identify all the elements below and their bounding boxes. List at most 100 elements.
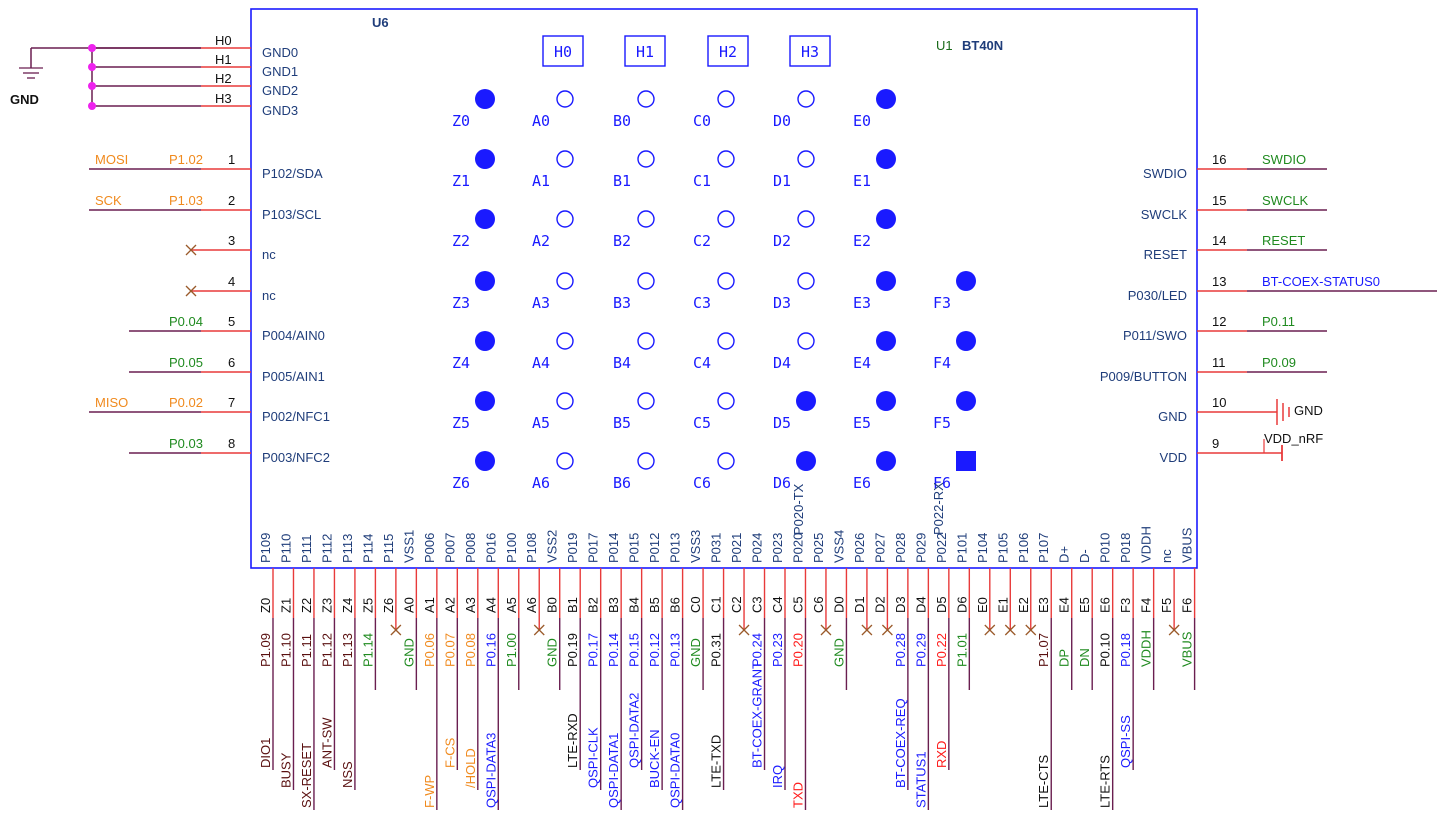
pad-label-C5: C5 — [693, 414, 711, 432]
bottom-net-label-F6: VBUS — [1180, 631, 1195, 667]
pad-E4 — [876, 331, 896, 351]
pad-label-B2: B2 — [613, 232, 631, 250]
bottom-pin-name-D0: VSS4 — [831, 530, 846, 563]
h-box-H2 — [707, 35, 749, 67]
bottom-pin-num-E1: E1 — [995, 597, 1010, 613]
right-net-label-16: SWDIO — [1262, 152, 1306, 167]
left-pin-name-8: P003/NFC2 — [262, 450, 330, 465]
pad-B1 — [637, 150, 655, 168]
right-pin-num-14: 14 — [1212, 233, 1226, 248]
bottom-net-label-E6: P0.10 — [1098, 633, 1113, 667]
junction-dot — [88, 82, 96, 90]
no-connect-mark-b — [185, 285, 197, 297]
bottom-func-label-A1: F-WP — [422, 775, 437, 808]
bottom-pin-name-D5: P022 — [934, 533, 949, 563]
pad-label-B3: B3 — [613, 294, 631, 312]
no-connect-mark — [185, 285, 197, 297]
bottom-pin-num-D4: D4 — [913, 596, 928, 613]
pad-label-A1: A1 — [532, 172, 550, 190]
bottom-pin-num-B2: B2 — [586, 597, 601, 613]
bottom-pin-num-D2: D2 — [872, 596, 887, 613]
pad-label-Z6: Z6 — [452, 474, 470, 492]
pad-E3 — [876, 271, 896, 291]
bottom-func-label-E3: LTE-CTS — [1036, 754, 1051, 808]
bottom-pin-name-A1: P006 — [422, 533, 437, 563]
bottom-pin-num-A4: A4 — [483, 597, 498, 613]
no-connect-mark-b — [984, 624, 996, 636]
bottom-pin-num-C3: C3 — [750, 596, 765, 613]
h-box-label-H3: H3 — [801, 43, 819, 61]
bottom-pin-num-B6: B6 — [668, 597, 683, 613]
pad-label-A3: A3 — [532, 294, 550, 312]
bottom-net-label-D3: P0.28 — [893, 633, 908, 667]
pad-D1 — [797, 150, 815, 168]
right-pin-num-12: 12 — [1212, 314, 1226, 329]
no-connect-mark-b — [185, 244, 197, 256]
bottom-pin-num-F6: F6 — [1180, 598, 1195, 613]
left-pin-name-5: P004/AIN0 — [262, 328, 325, 343]
bottom-pin-num-C5: C5 — [790, 596, 805, 613]
pad-label-F5: F5 — [933, 414, 951, 432]
bottom-func-label-A4: QSPI-DATA3 — [483, 733, 498, 808]
bottom-func-label-A3: /HOLD — [463, 748, 478, 788]
bottom-pin-name-B2: P017 — [586, 533, 601, 563]
gnd-pin-num-H0: H0 — [215, 33, 232, 48]
pad-C1 — [717, 150, 735, 168]
right-net-label-9: VDD_nRF — [1264, 431, 1323, 446]
pad-F6 — [956, 451, 976, 471]
bottom-pin-name-Z1: P110 — [278, 534, 293, 563]
pad-label-Z4: Z4 — [452, 354, 470, 372]
bottom-func-label-Z1: BUSY — [278, 752, 293, 788]
bottom-pin-num-A3: A3 — [463, 597, 478, 613]
bottom-pin-name-D3: P028 — [893, 533, 908, 563]
bottom-pin-name-B3: P014 — [606, 533, 621, 563]
right-net-label-11: P0.09 — [1262, 355, 1296, 370]
pad-label-Z5: Z5 — [452, 414, 470, 432]
pad-D6 — [796, 451, 816, 471]
pad-B2 — [637, 210, 655, 228]
pad-label-Z0: Z0 — [452, 112, 470, 130]
bottom-pin-num-E5: E5 — [1077, 597, 1092, 613]
pad-label-A5: A5 — [532, 414, 550, 432]
bottom-pin-name-E5: D- — [1077, 549, 1092, 563]
h-boxes-group: H0 H1 H2 H3 — [542, 35, 831, 67]
h-box-label-H2: H2 — [719, 43, 737, 61]
bottom-net-label-B6: P0.13 — [668, 633, 683, 667]
left-pin-num-8: 8 — [228, 436, 235, 451]
bottom-net-label-D4: P0.29 — [913, 633, 928, 667]
bottom-func-label-E6: LTE-RTS — [1098, 755, 1113, 808]
pad-label-D1: D1 — [773, 172, 791, 190]
left-pin-num-1: 1 — [228, 152, 235, 167]
bottom-pin-num-B5: B5 — [647, 597, 662, 613]
tx-annotation: P020-TX — [791, 483, 806, 535]
bottom-func-label-Z2: SX-RESET — [299, 743, 314, 808]
pad-label-A4: A4 — [532, 354, 550, 372]
bottom-func-label-D5: RXD — [934, 741, 949, 768]
pad-F3 — [956, 271, 976, 291]
bottom-pin-num-Z2: Z2 — [299, 598, 314, 613]
bottom-net-label-A2: P0.07 — [442, 633, 457, 667]
pad-label-F6: F6 — [933, 474, 951, 492]
bottom-pin-name-C3: P024 — [750, 533, 765, 563]
bottom-pin-name-D1: P026 — [852, 533, 867, 563]
bottom-pin-num-B0: B0 — [545, 597, 560, 613]
pad-label-C3: C3 — [693, 294, 711, 312]
bottom-pin-name-Z2: P111 — [299, 535, 314, 563]
pad-label-B0: B0 — [613, 112, 631, 130]
bottom-net-label-D5: P0.22 — [934, 633, 949, 667]
pad-label-Z2: Z2 — [452, 232, 470, 250]
bottom-func-label-C4: IRQ — [770, 765, 785, 788]
pad-label-E2: E2 — [853, 232, 871, 250]
pad-C6 — [717, 452, 735, 470]
bottom-net-label-B5: P0.12 — [647, 633, 662, 667]
bottom-pin-name-B1: P019 — [565, 533, 580, 563]
pad-Z5 — [475, 391, 495, 411]
pad-B4 — [637, 332, 655, 350]
pad-label-C6: C6 — [693, 474, 711, 492]
bottom-pin-name-B6: P013 — [668, 533, 683, 563]
bottom-net-label-E5: DN — [1077, 648, 1092, 667]
bottom-pin-num-A5: A5 — [504, 597, 519, 613]
bottom-pin-name-Z3: P112 — [319, 534, 334, 563]
bottom-net-label-C3: P0.24 — [750, 633, 765, 667]
